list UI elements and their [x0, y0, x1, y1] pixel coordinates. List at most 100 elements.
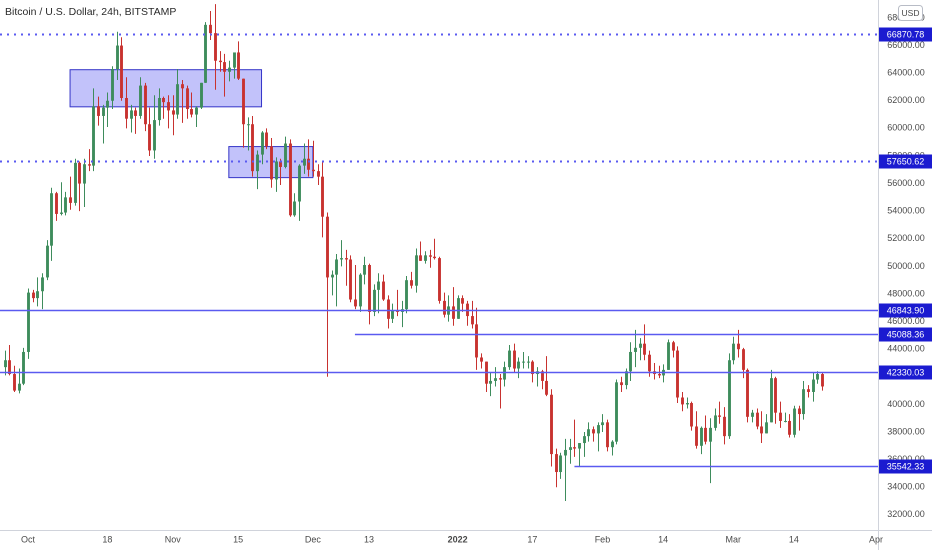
level-label-box — [879, 303, 932, 318]
candle-body — [742, 349, 745, 370]
candle-body — [779, 412, 782, 421]
candle-body — [256, 154, 259, 172]
y-tick-label: 64000.00 — [887, 68, 925, 78]
candle-body — [629, 351, 632, 372]
candle-body — [8, 360, 11, 375]
y-tick-label: 54000.00 — [887, 206, 925, 216]
candle-body — [587, 429, 590, 437]
candle-body — [326, 216, 329, 278]
candle-body — [41, 277, 44, 292]
candle-body — [204, 24, 207, 83]
candle-body — [597, 425, 600, 434]
candle-body — [88, 164, 91, 166]
candle-body — [289, 143, 292, 216]
candle-body — [134, 110, 137, 116]
x-tick-label: Mar — [725, 534, 741, 544]
candle-body — [298, 165, 301, 202]
candle-body — [704, 427, 707, 442]
candle-body — [190, 109, 193, 115]
y-tick-label: 44000.00 — [887, 344, 925, 354]
candle-body — [279, 161, 282, 168]
candle-body — [615, 382, 618, 442]
candle-body — [559, 455, 562, 473]
candle-body — [18, 383, 21, 391]
candle-body — [148, 124, 151, 151]
level-label-box — [879, 459, 932, 474]
candle-body — [611, 441, 614, 448]
candle-body — [167, 102, 170, 111]
candle-body — [368, 265, 371, 312]
x-tick-label: Nov — [165, 534, 182, 544]
candle-body — [438, 258, 441, 301]
y-tick-label: 32000.00 — [887, 509, 925, 519]
candle-body — [424, 255, 427, 261]
candle-body — [373, 289, 376, 312]
candle-body — [391, 310, 394, 319]
candle-body — [499, 378, 502, 380]
y-tick-label: 38000.00 — [887, 426, 925, 436]
candle-body — [807, 389, 810, 392]
candle-body — [153, 120, 156, 151]
candle-body — [756, 412, 759, 427]
level-label-box — [879, 327, 932, 342]
candle-body — [209, 24, 212, 34]
candle-body — [503, 367, 506, 380]
candle-body — [620, 382, 623, 386]
level-label: 66870.78 — [887, 29, 925, 39]
candle-body — [452, 306, 455, 319]
candle-body — [700, 427, 703, 446]
candle-body — [648, 354, 651, 372]
candle-body — [802, 389, 805, 415]
candle-body — [111, 69, 114, 101]
candle-body — [592, 429, 595, 434]
candle-body — [601, 422, 604, 426]
candle-body — [195, 107, 198, 115]
candle-body — [120, 45, 123, 98]
candle-body — [732, 343, 735, 361]
candle-body — [214, 33, 217, 61]
candle-body — [718, 415, 721, 417]
candle-body — [480, 357, 483, 362]
candle-body — [335, 259, 338, 275]
candle-body — [643, 343, 646, 355]
candle-body — [410, 280, 413, 286]
candle-body — [64, 197, 67, 213]
candle-body — [186, 88, 189, 110]
candle-body — [83, 164, 86, 184]
candle-body — [625, 371, 628, 386]
candle-body — [340, 258, 343, 260]
candle-body — [489, 380, 492, 384]
y-tick-label: 40000.00 — [887, 399, 925, 409]
candle-body — [550, 394, 553, 455]
x-tick-label: Feb — [595, 534, 611, 544]
candle-body — [293, 201, 296, 216]
candle-body — [354, 299, 357, 307]
candle-body — [681, 397, 684, 405]
level-label: 35542.33 — [887, 461, 925, 471]
y-tick-label: 52000.00 — [887, 233, 925, 243]
candle-body — [737, 343, 740, 350]
candle-body — [461, 298, 464, 304]
currency-badge[interactable] — [898, 5, 923, 21]
candle-body — [321, 176, 324, 217]
y-tick-label: 46000.00 — [887, 316, 925, 326]
candle-body — [158, 97, 161, 121]
x-tick-label: 18 — [102, 534, 112, 544]
candle-body — [303, 158, 306, 166]
y-tick-label: 62000.00 — [887, 95, 925, 105]
candle-body — [658, 374, 661, 376]
level-label-box — [879, 365, 932, 380]
candle-body — [228, 67, 231, 72]
plot-area — [0, 4, 878, 502]
candle-body — [812, 379, 815, 392]
candle-body — [784, 420, 787, 422]
candle-body — [247, 124, 250, 126]
y-tick-label: 56000.00 — [887, 178, 925, 188]
candle-body — [765, 422, 768, 434]
level-label-box — [879, 27, 932, 42]
currency-label: USD — [902, 8, 920, 18]
candle-body — [251, 124, 254, 172]
candle-body — [583, 436, 586, 444]
